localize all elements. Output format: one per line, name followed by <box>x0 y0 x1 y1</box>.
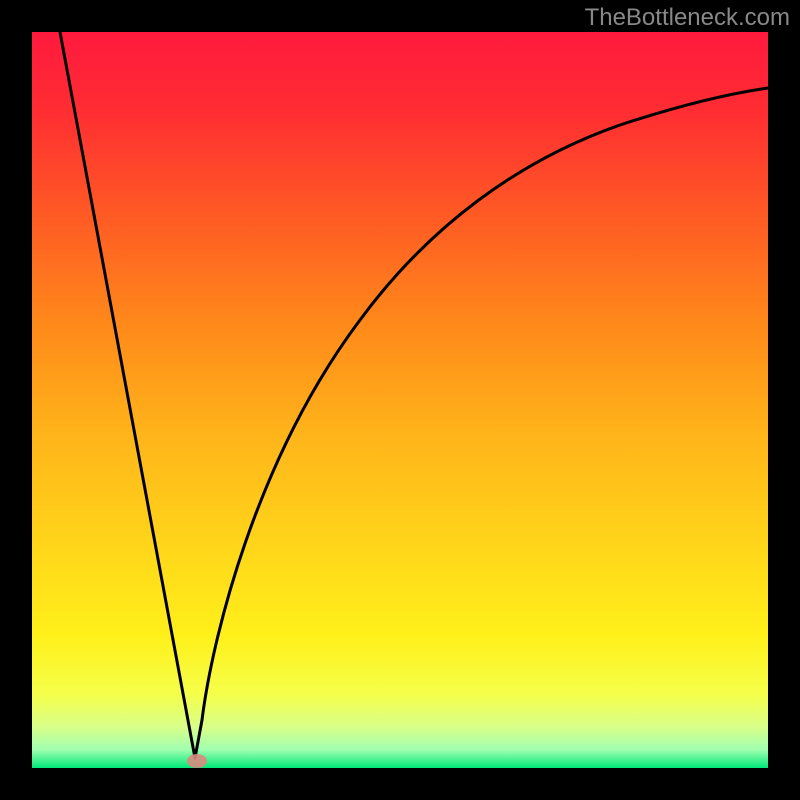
optimum-marker <box>187 754 207 768</box>
watermark-text: TheBottleneck.com <box>585 4 790 32</box>
bottleneck-chart <box>0 0 800 800</box>
plot-background <box>32 32 768 768</box>
chart-container: TheBottleneck.com <box>0 0 800 800</box>
